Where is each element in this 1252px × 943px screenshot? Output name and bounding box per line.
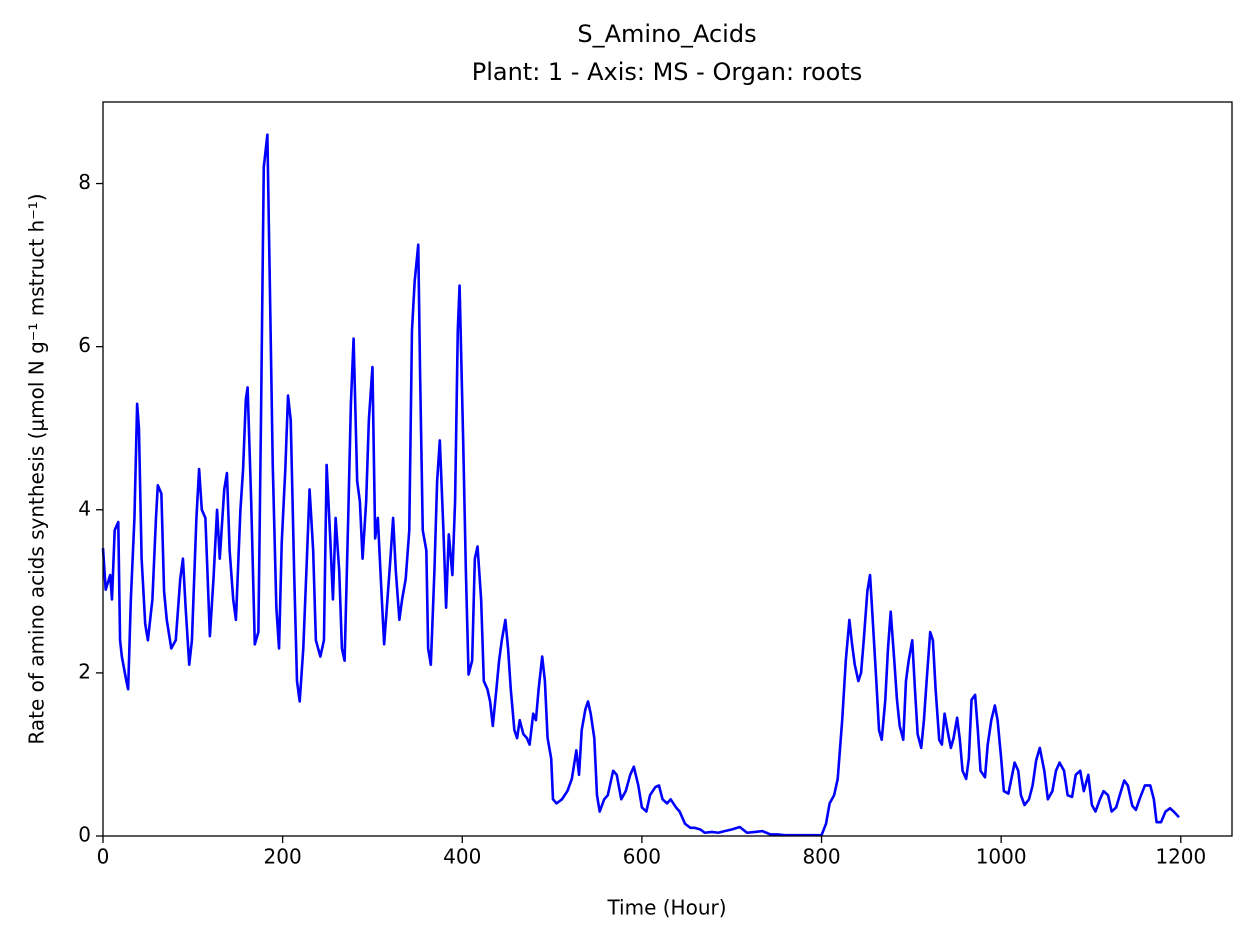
chart-title: S_Amino_Acids: [577, 20, 756, 48]
x-tick-label: 600: [623, 845, 661, 869]
x-tick-label: 1000: [976, 845, 1027, 869]
y-tick-label: 4: [78, 496, 91, 520]
x-tick-label: 200: [264, 845, 302, 869]
y-tick-label: 2: [78, 659, 91, 683]
y-tick-label: 8: [78, 170, 91, 194]
data-line: [101, 133, 1180, 837]
x-tick-label: 800: [802, 845, 840, 869]
x-tick-label: 400: [443, 845, 481, 869]
x-tick-label: 1200: [1155, 845, 1206, 869]
plot-frame: [102, 101, 1233, 837]
y-tick-label: 0: [78, 823, 91, 847]
y-axis-label: Rate of amino acids synthesis (μmol N g⁻…: [25, 193, 49, 744]
x-tick-label: 0: [97, 845, 110, 869]
y-tick-label: 6: [78, 333, 91, 357]
x-axis-label: Time (Hour): [606, 896, 726, 920]
chart-subtitle: Plant: 1 - Axis: MS - Organ: roots: [472, 58, 863, 86]
